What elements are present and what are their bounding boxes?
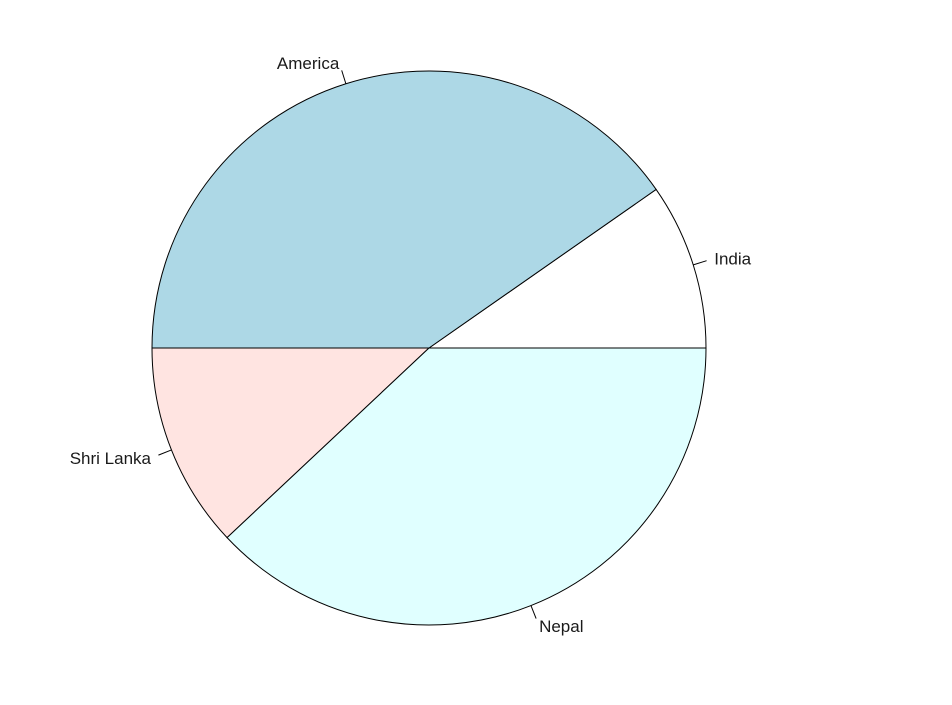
pie-label-america: America <box>277 54 340 73</box>
pie-slice-america <box>151 70 657 349</box>
pie-slice-india <box>427 188 707 349</box>
pie-label-nepal: Nepal <box>539 617 583 636</box>
pie-label-tick-india <box>693 260 707 266</box>
pie-label-tick-america <box>341 70 347 84</box>
pie-label-india: India <box>714 249 751 268</box>
pie-label-tick-shri-lanka <box>158 449 172 456</box>
pie-label-shri-lanka: Shri Lanka <box>70 449 152 468</box>
pie-label-tick-nepal <box>530 605 537 619</box>
